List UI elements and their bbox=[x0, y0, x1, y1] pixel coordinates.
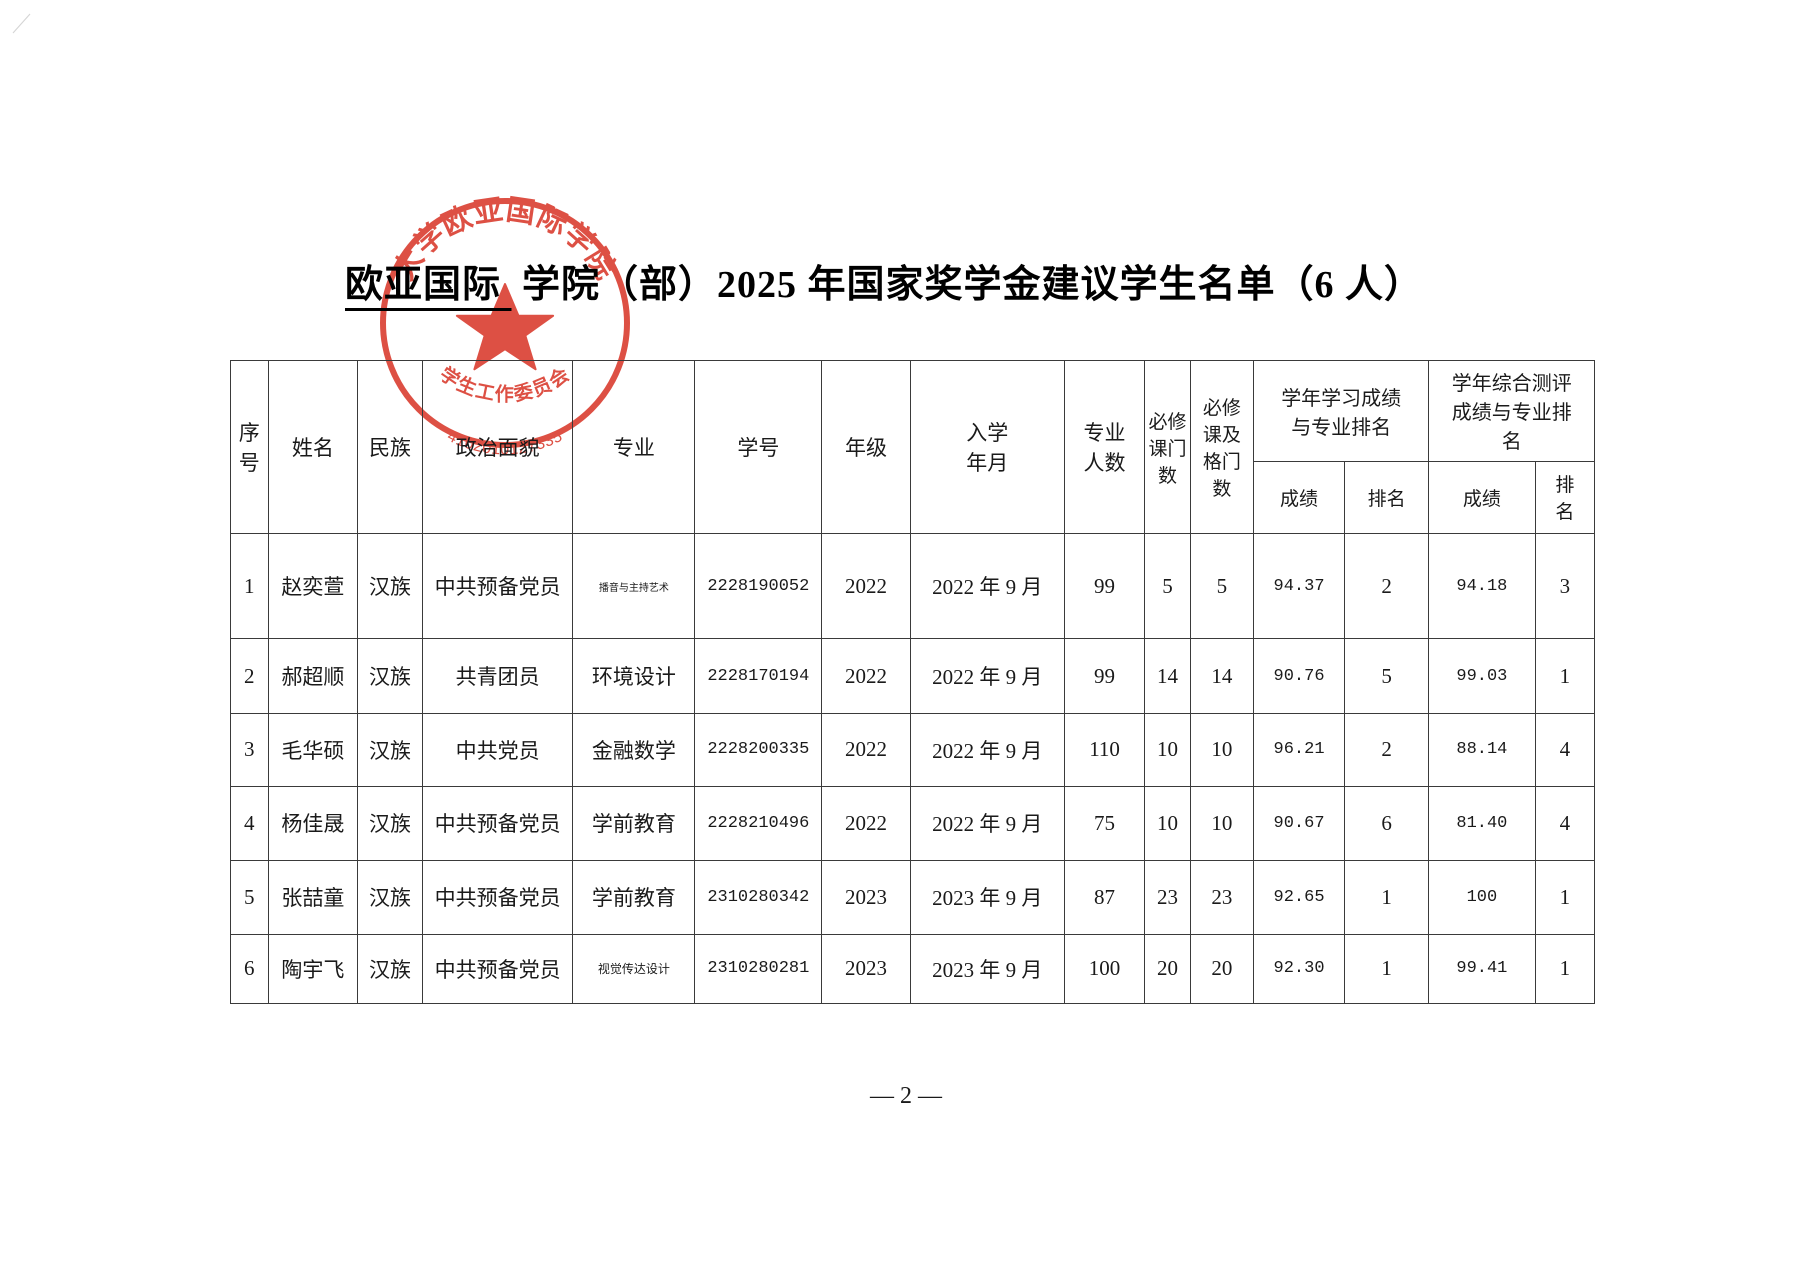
svg-text:大学欧亚国际学院: 大学欧亚国际学院 bbox=[387, 194, 623, 285]
